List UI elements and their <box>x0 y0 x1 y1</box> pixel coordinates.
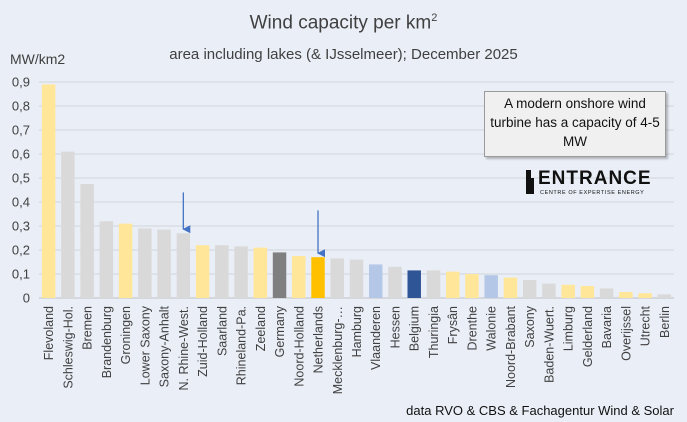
bar-frys-n <box>445 271 460 298</box>
x-tick-label: Berlin <box>658 306 672 338</box>
logo-mark-step <box>531 178 534 194</box>
x-tick-label: Saxony-Anhalt <box>158 305 172 387</box>
y-tick-label: 0,6 <box>12 147 30 162</box>
x-tick-label: Noord-Brabant <box>504 305 518 388</box>
x-tick-label: Walonie <box>485 306 499 351</box>
bar-saarland <box>215 245 229 298</box>
bar-walonie <box>484 275 498 298</box>
bar-schleswig-hol <box>61 151 75 298</box>
bar-groningen <box>118 223 133 298</box>
x-tick-label: Limburg <box>562 306 576 351</box>
x-tick-label: Baden-Wuert. <box>542 306 556 383</box>
bar-mecklenburg <box>330 258 344 298</box>
x-tick-label: Vlaanderen <box>369 306 383 370</box>
bar-flevoland <box>41 84 56 299</box>
chart-subtitle: area including lakes (& IJsselmeer); Dec… <box>169 46 518 63</box>
y-tick-label: 0,3 <box>12 219 30 234</box>
bar-germany <box>272 252 287 298</box>
bar-n-rhine-west <box>176 233 191 298</box>
bar-zuid-holland <box>195 245 210 298</box>
chart-title: Wind capacity per km2 <box>249 12 438 34</box>
bar-thuringia <box>426 270 441 298</box>
bar-rhineland-pa <box>234 246 248 298</box>
bar-bavaria <box>599 288 614 298</box>
bar-zeeland <box>253 247 268 298</box>
x-tick-label: Lower Saxony <box>138 305 152 385</box>
bar-hamburg <box>349 259 364 298</box>
bar-brandenburg <box>99 221 114 298</box>
x-tick-label: Belgium <box>408 306 422 351</box>
annotation-arrows <box>182 192 326 258</box>
x-tick-label: Schleswig-Hol. <box>61 306 75 389</box>
logo-name: ENTRANCE <box>538 168 652 189</box>
bar-hessen <box>388 266 402 298</box>
x-tick-label: Groningen <box>119 306 133 364</box>
bar-limburg <box>561 284 575 298</box>
turbine-note-box: A modern onshore wind turbine has a capa… <box>484 91 666 157</box>
x-tick-label: Saxony <box>523 305 537 347</box>
y-tick-label: 0,8 <box>12 99 30 114</box>
bar-baden-wuert <box>542 283 556 298</box>
x-tick-label: Bremen <box>81 306 95 350</box>
x-tick-labels: Flevoland Schleswig-Hol. Bremen Brandenburg… <box>42 305 672 394</box>
bar-drenthe <box>465 274 479 298</box>
x-tick-label: Zuid-Holland <box>196 306 210 377</box>
x-tick-label: Brandenburg <box>100 306 114 378</box>
x-tick-label: N. Rhine-West. <box>177 306 191 391</box>
source-note: data RVO & CBS & Fachagentur Wind & Sola… <box>406 403 674 418</box>
x-tick-label: Hessen <box>388 306 402 348</box>
x-tick-label: Thuringia <box>427 306 441 358</box>
bar-lower-saxony <box>138 228 152 298</box>
x-tick-label: Rhineland-Pa. <box>235 306 249 385</box>
y-tick-label: 0 <box>23 291 30 306</box>
x-tick-label: Hamburg <box>350 306 364 357</box>
y-axis-unit-label: MW/km2 <box>10 51 66 67</box>
bar-saxony-anhalt <box>157 229 171 298</box>
x-tick-label: Noord-Holland <box>292 306 306 387</box>
x-tick-label: Germany <box>273 305 287 357</box>
x-tick-label: Mecklenburg-… <box>331 306 345 394</box>
x-tick-label: Zeeland <box>254 306 268 351</box>
x-tick-label: Saarland <box>215 306 229 356</box>
bar-noord-brabant <box>503 277 518 298</box>
turbine-note-text: A modern onshore wind turbine has a capa… <box>490 96 660 149</box>
x-tick-label: Drenthe <box>465 306 479 351</box>
x-tick-label: Overijssel <box>619 306 633 361</box>
x-tick-label: Utrecht <box>639 305 653 346</box>
x-tick-label: Bavaria <box>600 306 614 348</box>
bar-vlaanderen <box>369 264 383 298</box>
entrance-logo: ENTRANCE CENTRE OF EXPERTISE ENERGY <box>526 168 656 198</box>
logo-tagline: CENTRE OF EXPERTISE ENERGY <box>540 190 645 196</box>
x-tick-label: Frysân <box>446 306 460 344</box>
bar-noord-holland <box>292 256 306 298</box>
y-tick-label: 0,1 <box>12 267 30 282</box>
bar-bremen <box>80 184 94 298</box>
y-tick-label: 0,9 <box>12 75 30 90</box>
bar-netherlands <box>311 257 325 298</box>
bar-overijssel <box>619 292 633 298</box>
y-tick-label: 0,7 <box>12 123 30 138</box>
x-tick-label: Gelderland <box>581 306 595 367</box>
y-tick-label: 0,2 <box>12 243 30 258</box>
x-tick-label: Flevoland <box>42 306 56 360</box>
bar-belgium <box>407 270 421 298</box>
y-tick-label: 0,5 <box>12 171 30 186</box>
bar-berlin <box>657 294 672 298</box>
bar-utrecht <box>638 293 652 298</box>
logo-mark <box>526 170 531 194</box>
bar-gelderland <box>580 286 595 298</box>
x-tick-label: Netherlands <box>312 306 326 373</box>
y-tick-labels: 0 0,1 0,2 0,3 0,4 0,5 0,6 0,7 0,8 0,9 <box>12 75 30 306</box>
y-tick-label: 0,4 <box>12 195 30 210</box>
bar-saxony <box>522 280 537 298</box>
bars <box>41 84 672 299</box>
